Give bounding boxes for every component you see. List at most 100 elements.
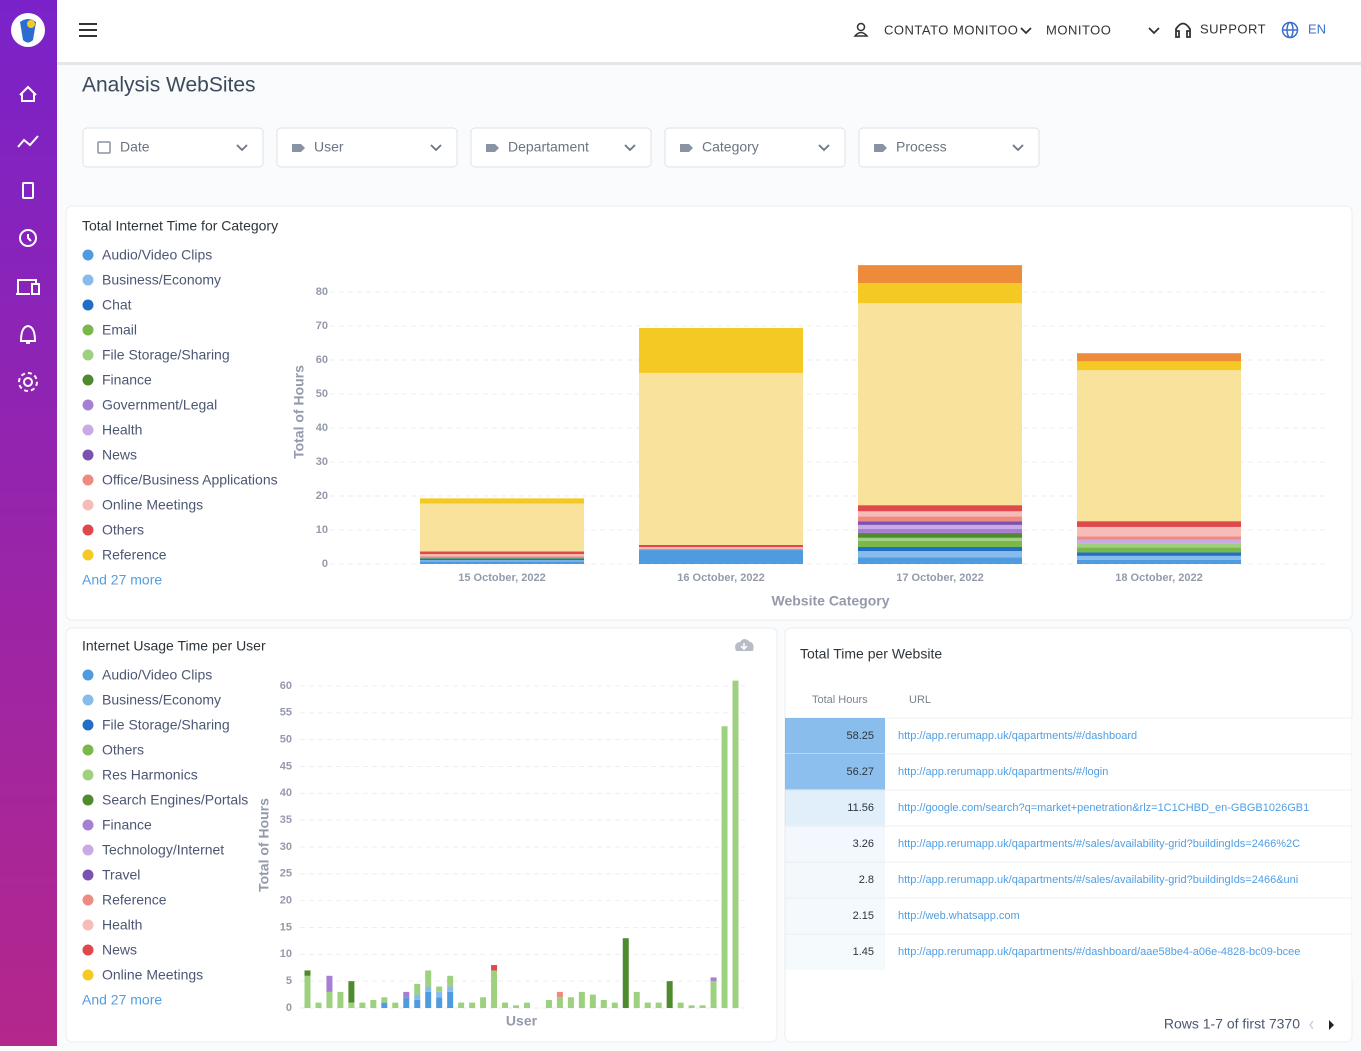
- chevron: [624, 144, 636, 152]
- language-select[interactable]: EN: [1308, 21, 1326, 36]
- chevron: [1020, 27, 1032, 35]
- bar-segment: [1077, 521, 1241, 527]
- url-link[interactable]: http://app.rerumapp.uk/qapartments/#/das…: [898, 730, 1137, 742]
- legend-label[interactable]: Health: [102, 422, 142, 438]
- bar-segment: [858, 283, 1022, 304]
- chevron: [1148, 27, 1160, 35]
- bar-segment: [1077, 370, 1241, 522]
- globe-icon: [1281, 21, 1299, 39]
- legend-label[interactable]: News: [102, 942, 137, 958]
- y-tick-label: 5: [286, 975, 292, 987]
- legend-label[interactable]: Business/Economy: [102, 692, 221, 708]
- url-link[interactable]: http://app.rerumapp.uk/qapartments/#/log…: [898, 766, 1108, 778]
- url-link[interactable]: http://web.whatsapp.com: [898, 910, 1020, 922]
- column-header[interactable]: Total Hours: [812, 694, 868, 706]
- bar-segment: [611, 1002, 618, 1008]
- bar-segment: [858, 265, 1022, 284]
- legend-label[interactable]: Finance: [102, 372, 152, 388]
- filter-label: Category: [702, 139, 759, 155]
- legend-label[interactable]: Audio/Video Clips: [102, 247, 212, 263]
- bar-segment: [315, 1002, 322, 1008]
- history-icon[interactable]: [19, 229, 37, 247]
- legend-label[interactable]: Finance: [102, 817, 152, 833]
- filter-dropdown[interactable]: [276, 127, 458, 168]
- url-link[interactable]: http://app.rerumapp.uk/qapartments/#/das…: [898, 946, 1300, 958]
- column-header[interactable]: URL: [909, 694, 931, 706]
- legend-label[interactable]: Others: [102, 522, 144, 538]
- next-page[interactable]: [1329, 1020, 1334, 1030]
- x-tick-label: 18 October, 2022: [1115, 572, 1202, 584]
- chart-card: [65, 627, 778, 1043]
- legend-label[interactable]: File Storage/Sharing: [102, 717, 230, 733]
- support-link[interactable]: SUPPORT: [1200, 21, 1266, 36]
- legend-label[interactable]: Reference: [102, 892, 167, 908]
- prev-page[interactable]: [1309, 1020, 1314, 1030]
- bar-segment: [370, 999, 377, 1008]
- legend-label[interactable]: Health: [102, 917, 142, 933]
- bar-segment: [858, 557, 1022, 564]
- bar-segment: [644, 1002, 651, 1008]
- y-tick-label: 0: [286, 1002, 292, 1014]
- legend-label[interactable]: Government/Legal: [102, 397, 217, 413]
- bar-segment: [633, 991, 640, 1008]
- legend-label[interactable]: Email: [102, 322, 137, 338]
- y-axis-label: Total of Hours: [256, 798, 272, 892]
- hours-cell: [785, 898, 885, 934]
- url-link[interactable]: http://google.com/search?q=market+penetr…: [898, 802, 1309, 814]
- calendar-icon: [97, 141, 111, 154]
- filter-dropdown[interactable]: [664, 127, 846, 168]
- filter-dropdown[interactable]: [470, 127, 652, 168]
- nav-icons[interactable]: [16, 85, 40, 392]
- bar-segment: [348, 1002, 355, 1008]
- legend-label[interactable]: Res Harmonics: [102, 767, 198, 783]
- chevron: [1012, 144, 1024, 152]
- bar-segment: [858, 303, 1022, 506]
- legend-label[interactable]: Online Meetings: [102, 497, 203, 513]
- trend-icon[interactable]: [17, 135, 39, 148]
- legend-dot: [82, 249, 94, 261]
- bar-segment: [732, 680, 739, 1008]
- legend-label[interactable]: Office/Business Applications: [102, 472, 278, 488]
- legend-label[interactable]: Online Meetings: [102, 967, 203, 983]
- y-tick-label: 10: [316, 524, 328, 536]
- y-tick-label: 30: [316, 456, 328, 468]
- user-icon: [853, 22, 869, 37]
- y-tick-label: 20: [316, 490, 328, 502]
- menu-button[interactable]: [79, 23, 97, 37]
- legend-label[interactable]: Business/Economy: [102, 272, 221, 288]
- bar-segment: [1077, 539, 1241, 544]
- bar-segment: [858, 540, 1022, 547]
- bar-segment: [447, 975, 454, 987]
- company-name[interactable]: MONITOO: [1046, 22, 1111, 37]
- legend-label[interactable]: Search Engines/Portals: [102, 792, 248, 808]
- device-icon[interactable]: [22, 182, 34, 199]
- filter-dropdown[interactable]: [82, 127, 264, 168]
- legend-more[interactable]: And 27 more: [82, 992, 162, 1008]
- hours-cell: [785, 826, 885, 862]
- filter-dropdown[interactable]: [858, 127, 1040, 168]
- filter-label: Date: [120, 139, 150, 155]
- bar-segment: [1077, 526, 1241, 537]
- devices-icon[interactable]: [16, 279, 40, 295]
- chevron: [818, 144, 830, 152]
- legend-label[interactable]: Others: [102, 742, 144, 758]
- legend-label[interactable]: File Storage/Sharing: [102, 347, 230, 363]
- download-button[interactable]: [735, 639, 754, 651]
- url-link[interactable]: http://app.rerumapp.uk/qapartments/#/sal…: [898, 874, 1298, 886]
- legend-label[interactable]: Technology/Internet: [102, 842, 224, 858]
- legend-label[interactable]: Chat: [102, 297, 132, 313]
- url-link[interactable]: http://app.rerumapp.uk/qapartments/#/sal…: [898, 838, 1300, 850]
- bar-segment: [721, 726, 728, 1008]
- legend-more[interactable]: And 27 more: [82, 572, 162, 588]
- y-axis-label: Total of Hours: [291, 365, 307, 459]
- home-icon[interactable]: [19, 85, 37, 102]
- settings-icon[interactable]: [23, 377, 33, 387]
- legend-label[interactable]: Travel: [102, 867, 140, 883]
- legend-label[interactable]: News: [102, 447, 137, 463]
- legend-label[interactable]: Audio/Video Clips: [102, 667, 212, 683]
- alert-icon[interactable]: [19, 324, 37, 344]
- user-name[interactable]: CONTATO MONITOO: [884, 22, 1018, 37]
- bar-segment: [639, 372, 803, 545]
- legend-label[interactable]: Reference: [102, 547, 167, 563]
